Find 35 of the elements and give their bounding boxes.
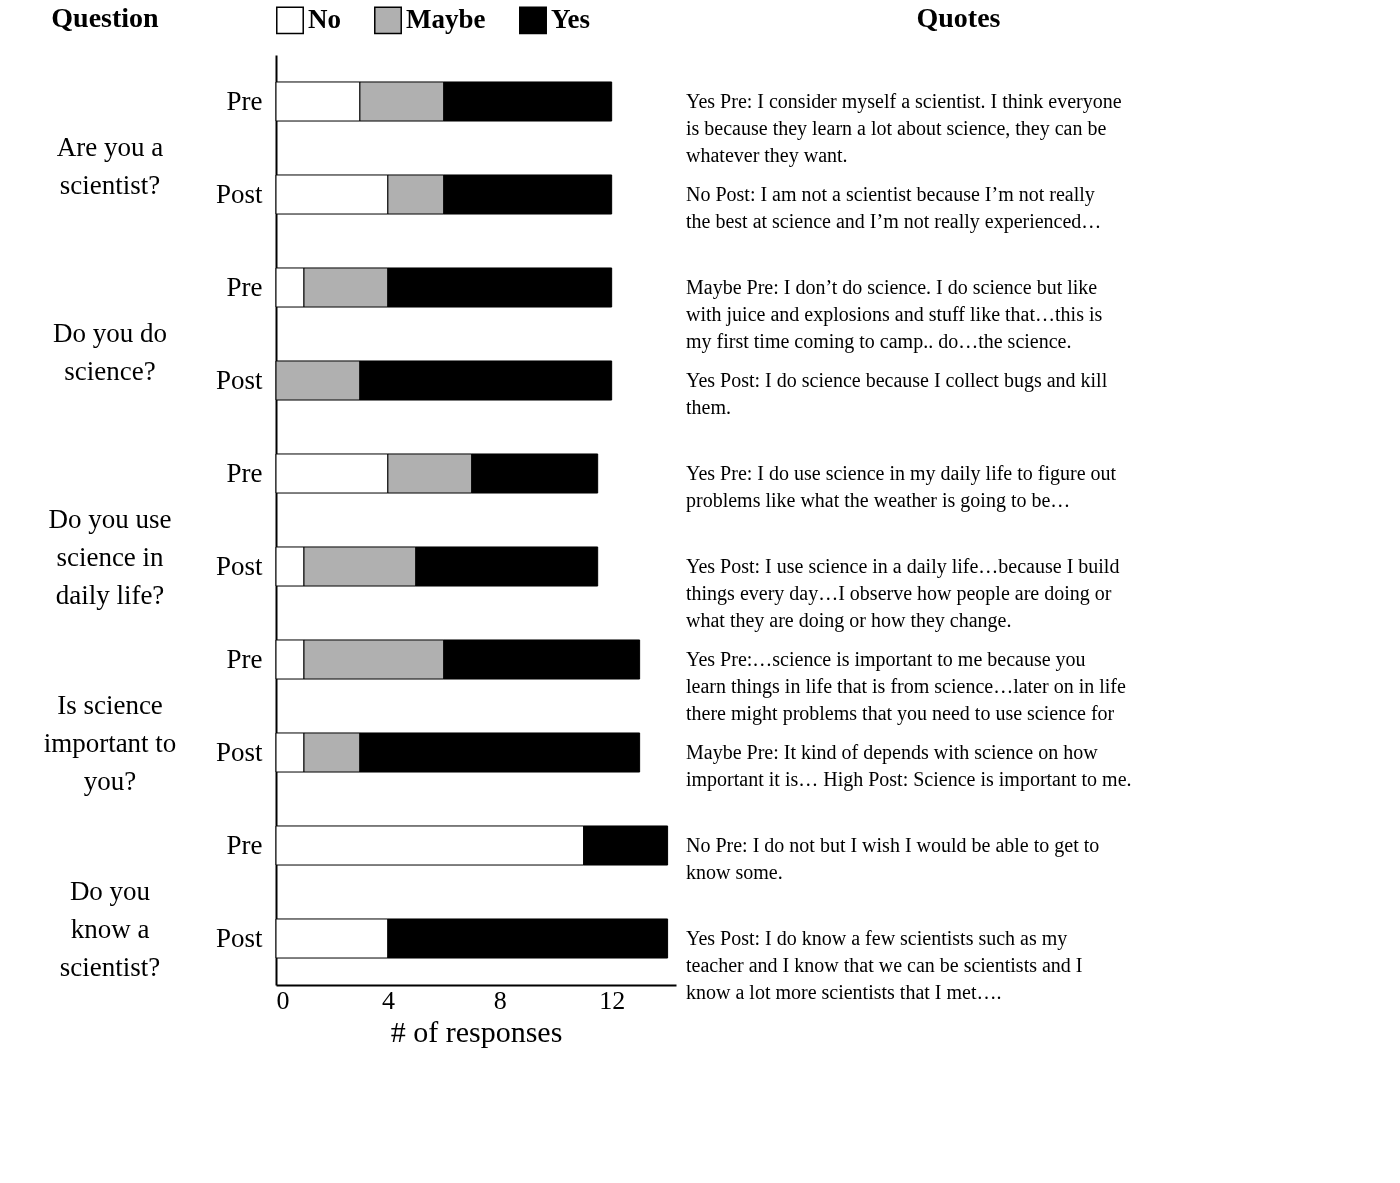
text: Yes Pre: I consider myself a scientist. I think everyone is because they learn a lot about science, they can be whatever they want.	[686, 89, 1122, 167]
x-tick-label: 8	[493, 985, 507, 1015]
y-tick-label: Pre	[226, 643, 263, 674]
text: Is science important to you?	[43, 690, 177, 796]
y-tick-label: Pre	[226, 829, 263, 860]
x-tick-label: 4	[381, 985, 395, 1015]
text: Yes Post: I use science in a daily life…because I build things every day…I observe how people are doing or what they are doing or how they change.	[686, 554, 1120, 632]
x-axis-title: # of responses	[390, 1014, 563, 1048]
text: Are you a scientist?	[56, 132, 164, 200]
y-tick-label: Pre	[226, 457, 263, 488]
text: No Post: I am not a scientist because I’m not really the best at science and I’m not really experienced…	[686, 182, 1102, 233]
y-tick-label: Post	[215, 736, 263, 767]
y-tick-label: Post	[215, 922, 263, 953]
text: Quotes	[916, 2, 1001, 33]
text: Maybe Pre: It kind of depends with science on how important it is… High Post: Science is important to me.	[686, 740, 1132, 791]
text: Yes Post: I do science because I collect bugs and kill them.	[686, 368, 1108, 418]
legend-label: Maybe	[406, 4, 486, 35]
x-tick-label: 0	[276, 985, 290, 1015]
y-tick-label: Pre	[226, 271, 263, 302]
text: Yes Pre: I do use science in my daily life to figure out problems like what the weather is going to be…	[686, 461, 1117, 512]
y-tick-label: Post	[215, 178, 263, 209]
legend-label: No	[308, 4, 341, 35]
y-tick-label: Post	[215, 550, 263, 581]
text: Do you know a scientist?	[59, 876, 161, 982]
text: Yes Post: I do know a few scientists such as my teacher and I know that we can be scientists and I know a lot more scientists that I met….	[686, 926, 1083, 1003]
x-tick-label: 12	[599, 985, 626, 1015]
text: Do you use science in daily life?	[48, 504, 172, 610]
text: Question	[51, 2, 160, 33]
text: Do you do science?	[53, 318, 167, 386]
text: Yes Pre:…science is important to me because you learn things in life that is from science…later on in life there might problems that you need to use science for	[686, 647, 1126, 725]
y-tick-label: Pre	[226, 85, 263, 116]
y-tick-label: Post	[215, 364, 263, 395]
text: Maybe Pre: I don’t do science. I do science but like with juice and explosions and stuff like that…this is my first time coming to camp.. do…the science.	[686, 275, 1103, 353]
legend-label: Yes	[551, 4, 590, 35]
text: No Pre: I do not but I wish I would be able to get to know some.	[686, 833, 1100, 883]
